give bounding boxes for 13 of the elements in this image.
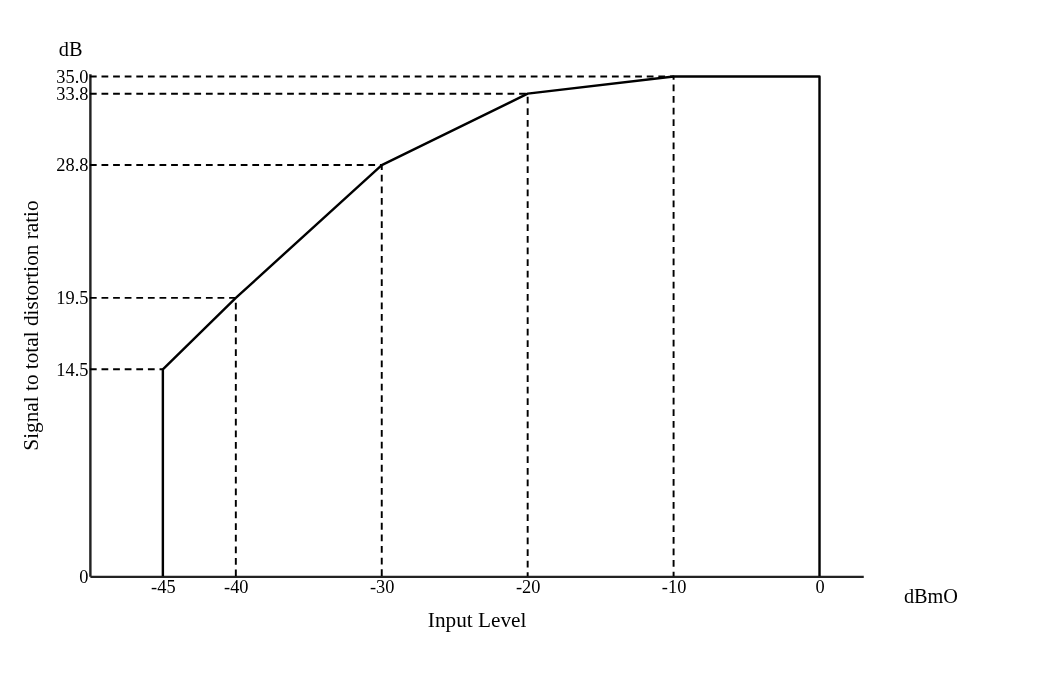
y-tick-label: 19.5 bbox=[56, 288, 89, 309]
x-tick-label: -10 bbox=[661, 577, 687, 598]
y-tick-label: 28.8 bbox=[56, 155, 89, 176]
x-tick-label: -45 bbox=[151, 577, 176, 598]
x-tick-label: -30 bbox=[369, 577, 395, 598]
x-tick-label: 0 bbox=[815, 577, 825, 598]
x-axis-title: Input Level bbox=[427, 608, 527, 633]
x-tick-label: -20 bbox=[515, 577, 541, 598]
x-tick-label: -40 bbox=[224, 577, 249, 598]
text: dB bbox=[58, 38, 83, 61]
text: dBmO bbox=[903, 585, 959, 608]
y-tick-label: 14.5 bbox=[56, 359, 89, 380]
y-axis-title: Signal to total distortion ratio bbox=[18, 200, 43, 451]
